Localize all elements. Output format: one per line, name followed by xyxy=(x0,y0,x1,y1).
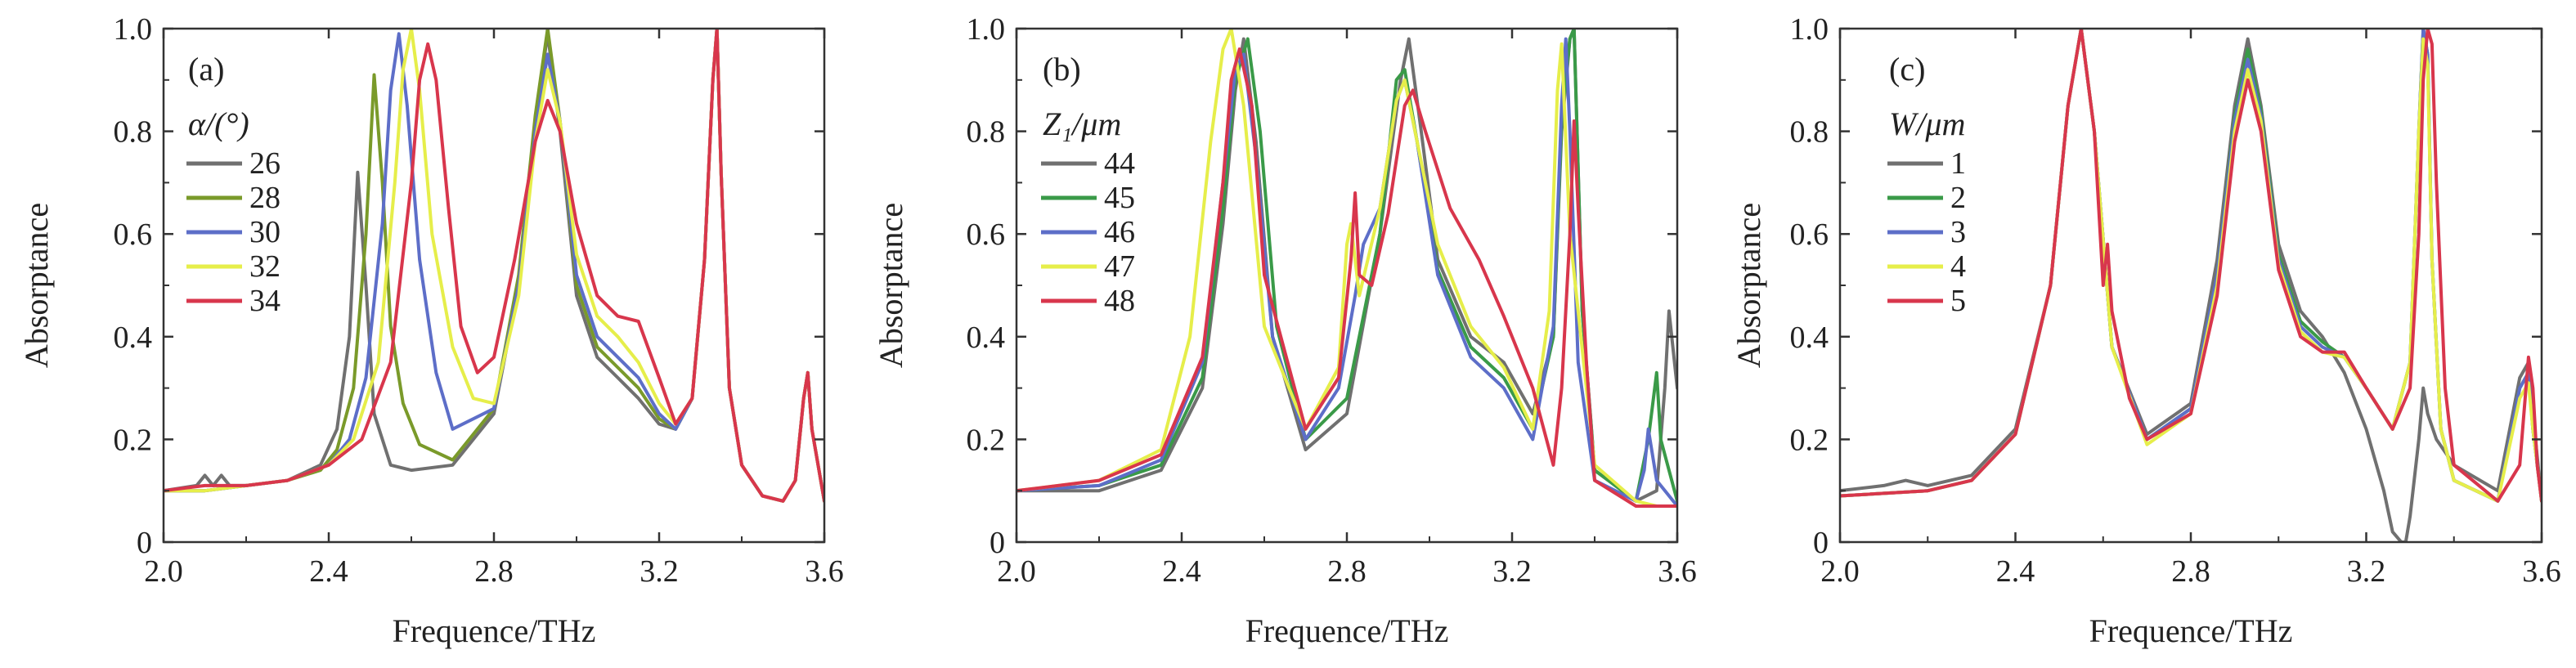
y-tick-label: 0 xyxy=(137,526,152,560)
y-tick-label: 0.6 xyxy=(114,217,153,252)
y-tick-label: 0.2 xyxy=(967,423,1006,457)
series-line-4 xyxy=(1840,29,2542,503)
y-tick-label: 0.4 xyxy=(1790,321,1829,355)
y-tick-label: 1.0 xyxy=(1790,12,1829,47)
y-tick-label: 1.0 xyxy=(114,12,153,47)
x-tick-label: 3.6 xyxy=(2522,554,2561,589)
x-tick-label: 2.4 xyxy=(1996,554,2035,589)
x-tick-label: 2.8 xyxy=(2171,554,2210,589)
panel-label: (a) xyxy=(188,51,224,87)
series-group xyxy=(1840,29,2542,542)
series-line-47 xyxy=(1016,29,1677,508)
y-tick-label: 0.2 xyxy=(114,423,153,457)
legend-label-48: 48 xyxy=(1104,284,1135,318)
x-tick-label: 2.4 xyxy=(1162,554,1201,589)
panel-a: 2.0 2.4 2.8 3.2 3.6 0 0.2 0.4 0.6 0.8 1.0 Frequence… xyxy=(18,12,844,649)
y-tick-label: 0.6 xyxy=(967,217,1006,252)
legend-label-2: 2 xyxy=(1950,181,1966,215)
x-tick-label: 2.8 xyxy=(474,554,514,589)
legend-title: Z₁/μm xyxy=(1043,105,1121,142)
legend-title: W/μm xyxy=(1889,105,1965,142)
panel-c: 2.0 2.4 2.8 3.2 3.6 0 0.2 0.4 0.6 0.8 1.0 Frequence… xyxy=(1730,12,2561,649)
x-tick-label: 3.2 xyxy=(2347,554,2386,589)
legend-label-32: 32 xyxy=(249,249,280,284)
panel-label: (c) xyxy=(1889,51,1925,87)
x-tick-label: 3.2 xyxy=(1492,554,1532,589)
legend-title: α/(°) xyxy=(188,105,249,142)
x-tick-label: 3.2 xyxy=(640,554,679,589)
series-line-2 xyxy=(1840,29,2542,503)
panel-label: (b) xyxy=(1043,51,1081,87)
legend-label-1: 1 xyxy=(1950,146,1966,181)
x-axis-label: Frequence/THz xyxy=(393,612,596,649)
legend-label-3: 3 xyxy=(1950,215,1966,249)
legend-label-46: 46 xyxy=(1104,215,1135,249)
x-tick-label: 2.0 xyxy=(997,554,1036,589)
y-tick-label: 0.8 xyxy=(967,115,1006,150)
series-group xyxy=(164,29,824,503)
series-line-3 xyxy=(1840,29,2542,503)
x-tick-label: 3.6 xyxy=(805,554,844,589)
series-line-34 xyxy=(164,29,824,503)
x-tick-label: 2.0 xyxy=(144,554,183,589)
y-axis-label: Absorptance xyxy=(18,203,55,368)
legend-label-28: 28 xyxy=(249,181,280,215)
legend-label-44: 44 xyxy=(1104,146,1135,181)
y-tick-label: 0.8 xyxy=(1790,115,1829,150)
y-axis-label: Absorptance xyxy=(873,203,909,368)
x-axis-label: Frequence/THz xyxy=(2089,612,2293,649)
x-tick-label: 2.4 xyxy=(309,554,348,589)
legend-label-30: 30 xyxy=(249,215,280,249)
legend-label-26: 26 xyxy=(249,146,280,181)
y-tick-label: 0 xyxy=(990,526,1005,560)
series-group xyxy=(1016,29,1677,508)
legend-label-45: 45 xyxy=(1104,181,1135,215)
legend-label-47: 47 xyxy=(1104,249,1135,284)
x-axis-label: Frequence/THz xyxy=(1245,612,1449,649)
y-tick-label: 0.6 xyxy=(1790,217,1829,252)
legend-label-4: 4 xyxy=(1950,249,1966,284)
legend-label-34: 34 xyxy=(249,284,280,318)
y-axis-label: Absorptance xyxy=(1730,203,1767,368)
x-tick-label: 2.8 xyxy=(1327,554,1367,589)
y-tick-label: 0.4 xyxy=(114,321,153,355)
y-tick-label: 0.8 xyxy=(114,115,153,150)
series-line-48 xyxy=(1016,47,1677,508)
legend-label-5: 5 xyxy=(1950,284,1966,318)
x-tick-label: 2.0 xyxy=(1820,554,1860,589)
y-tick-label: 0 xyxy=(1813,526,1829,560)
y-tick-label: 1.0 xyxy=(967,12,1006,47)
y-tick-label: 0.4 xyxy=(967,321,1006,355)
panel-b: 2.0 2.4 2.8 3.2 3.6 0 0.2 0.4 0.6 0.8 1.0 Frequence… xyxy=(873,12,1697,649)
series-line-5 xyxy=(1840,29,2542,503)
y-tick-label: 0.2 xyxy=(1790,423,1829,457)
x-tick-label: 3.6 xyxy=(1658,554,1697,589)
